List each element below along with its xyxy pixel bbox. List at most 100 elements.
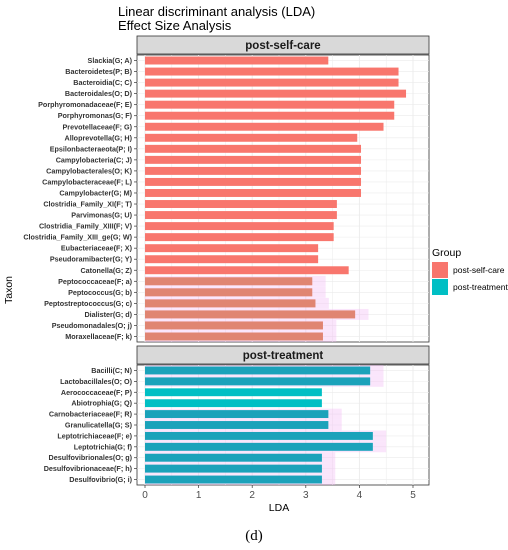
bar-overlay (145, 410, 329, 419)
bar-post-treatment-1 (145, 377, 371, 386)
y-tick-label: Peptococcus(G; b) (68, 288, 133, 297)
y-tick-label: Eubacteriaceae(F; X) (61, 244, 133, 253)
y-tick-label: Aerococcaceae(F; P) (61, 388, 133, 397)
bar-post-self-care-24 (145, 321, 323, 330)
figure-caption: (d) (245, 528, 263, 544)
bar-post-self-care-10 (145, 166, 362, 175)
y-tick-label: Desulfovibrionales(O; g) (49, 453, 133, 462)
bar-post-self-care-7 (145, 133, 358, 142)
chart-title: Linear discriminant analysis (LDA) (118, 4, 315, 19)
bar-overlay (145, 453, 322, 462)
bar-post-self-care-3 (145, 89, 407, 98)
y-tick-label: Leptotrichiaceae(F; e) (57, 431, 132, 440)
strip-post-treatment (136, 345, 430, 365)
bar-post-self-care-13 (145, 200, 337, 208)
bar-post-treatment-10 (145, 475, 322, 484)
y-tick-label: Campylobacteraceae(F; L) (42, 177, 132, 186)
bar-post-self-care-5 (145, 111, 395, 120)
x-tick-label: 0 (142, 490, 148, 501)
y-tick-label: Campylobacterales(O; K) (46, 166, 132, 175)
bar-post-treatment-7 (145, 442, 373, 451)
facet-panels: post-self-care Slackia(G; A) Bacteroidetes… (23, 35, 430, 501)
y-tick-label: Slackia(G; A) (88, 56, 133, 65)
y-tick-label: Dialister(G; d) (84, 310, 132, 319)
bar-post-self-care-0 (145, 56, 329, 65)
y-tick-label: Porphyromonas(G; F) (58, 111, 133, 120)
bar-post-self-care-23 (145, 310, 356, 319)
bar-overlay (145, 421, 329, 429)
x-tick-label: 2 (249, 490, 255, 501)
bar-overlay (145, 277, 313, 286)
bar-post-self-care-25 (145, 332, 323, 341)
bar-post-treatment-8 (145, 453, 322, 462)
y-tick-label: Pseudoramibacter(G; Y) (50, 255, 133, 264)
y-tick-label: Prevotellaceae(F; G) (62, 122, 132, 131)
x-tick-label: 1 (196, 490, 202, 501)
strip-label-post-treatment: post-treatment (243, 350, 324, 362)
y-tick-label: Carnobacteriaceae(F; R) (49, 410, 133, 419)
bar-overlay (145, 310, 356, 319)
bar-post-treatment-3 (145, 399, 322, 408)
legend-label-post-treatment: post-treatment (453, 282, 508, 292)
bar-post-self-care-9 (145, 155, 362, 164)
bar-post-self-care-6 (145, 122, 384, 131)
strip-label-post-self-care: post-self-care (245, 40, 320, 52)
bar-overlay (145, 377, 371, 386)
y-tick-label: Desulfovibrionaceae(F; h) (44, 464, 133, 473)
legend-title: Group (432, 247, 461, 259)
bar-overlay (145, 442, 373, 451)
strip-post-self-care (136, 35, 430, 55)
bar-overlay (145, 321, 323, 330)
x-tick-label: 3 (303, 490, 309, 501)
y-tick-label: Bacilli(C; N) (91, 366, 132, 375)
y-tick-label: Bacteroidetes(P; B) (65, 67, 132, 76)
bar-post-treatment-0 (145, 366, 371, 375)
y-tick-label: Desulfovibrio(G; i) (69, 475, 132, 484)
y-tick-label: Catonella(G; Z) (80, 266, 132, 275)
y-tick-label: Epsilonbacteraeota(P; I) (50, 144, 133, 153)
bar-post-self-care-2 (145, 78, 399, 87)
y-tick-label: Alloprevotella(G; H) (65, 133, 133, 142)
y-tick-label: Bacteroidia(C; C) (73, 78, 132, 87)
bar-post-self-care-19 (145, 266, 349, 275)
y-axis-title: Taxon (3, 276, 15, 304)
bar-post-self-care-15 (145, 222, 334, 231)
bar-post-self-care-14 (145, 211, 337, 220)
bar-overlay (145, 366, 371, 375)
bar-post-treatment-5 (145, 421, 329, 429)
bar-post-treatment-2 (145, 388, 322, 397)
x-axis-title: LDA (269, 502, 289, 514)
bar-post-self-care-16 (145, 233, 334, 242)
y-tick-label: Granulicatella(G; S) (65, 421, 133, 430)
bar-overlay (145, 475, 322, 484)
bar-post-self-care-20 (145, 277, 313, 286)
bar-post-self-care-11 (145, 177, 362, 186)
panel-post-self-care: post-self-care Slackia(G; A) Bacteroidetes… (23, 35, 430, 343)
y-tick-label: Abiotrophia(G; Q) (71, 399, 132, 408)
legend: Group post-self-care post-treatment (432, 247, 508, 295)
y-tick-label: Bacteroidales(O; D) (65, 89, 133, 98)
y-tick-label: Porphyromonadaceae(F; E) (38, 100, 132, 109)
y-tick-label: Parvimonas(G; U) (71, 211, 132, 220)
panel-post-treatment: post-treatment Bacilli(C; N) Lactobacillal… (44, 345, 430, 501)
bar-post-self-care-12 (145, 189, 362, 197)
y-tick-label: Campylobacteria(C; J) (56, 155, 133, 164)
y-tick-label: Clostridia_Family_XIII(F; V) (39, 222, 133, 231)
bar-overlay (145, 288, 313, 297)
bar-post-treatment-6 (145, 431, 373, 440)
y-tick-label: Peptostreptococcus(G; c) (44, 299, 132, 308)
y-tick-label: Peptococcaceae(F; a) (58, 277, 133, 286)
x-tick-label: 4 (357, 490, 363, 501)
y-tick-label: Clostridia_Family_XI(F; T) (43, 200, 132, 209)
legend-label-post-self-care: post-self-care (453, 265, 505, 275)
bar-post-self-care-8 (145, 144, 362, 153)
y-tick-label: Clostridia_Family_XIII_ge(G; W) (23, 233, 132, 242)
bar-post-self-care-18 (145, 255, 319, 264)
chart-subtitle: Effect Size Analysis (118, 18, 232, 33)
legend-swatch-post-treatment (432, 279, 448, 295)
bar-overlay (145, 332, 323, 341)
y-tick-label: Campylobacter(G; M) (59, 188, 132, 197)
y-tick-label: Pseudomonadales(O; j) (52, 321, 133, 330)
bar-post-self-care-21 (145, 288, 313, 297)
